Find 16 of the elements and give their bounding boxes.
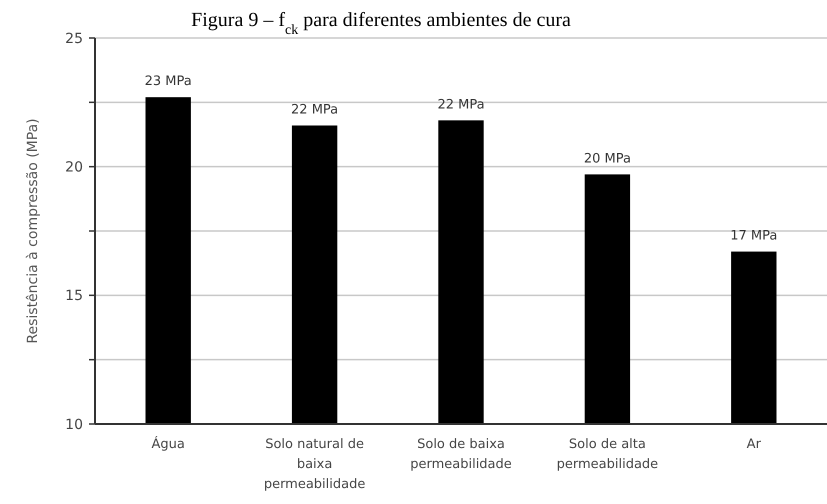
x-tick-label: Solo de alta permeabilidade — [556, 437, 658, 472]
data-label: 17 MPa — [730, 228, 778, 244]
y-tick-label: 15 — [65, 288, 83, 304]
x-tick-label: Solo natural de baixa permeabilidade — [264, 437, 366, 492]
data-label: 22 MPa — [437, 97, 485, 112]
data-label: 20 MPa — [584, 151, 631, 166]
data-label: 22 MPa — [291, 102, 338, 118]
y-tick-label: 25 — [65, 30, 83, 47]
data-label: 23 MPa — [144, 74, 192, 90]
x-tick-label: Ar — [746, 437, 762, 452]
y-axis-title: Resistência à compressão (MPa) — [25, 118, 41, 344]
x-tick-label: Água — [152, 435, 185, 452]
y-tick-label: 10 — [65, 416, 83, 433]
x-tick-label: Solo de baixa permeabilidade — [410, 437, 512, 472]
chart-title: Figura 9 – f$_{ck}$ para diferentes ambientes de cura — [191, 9, 571, 38]
y-tick-label: 20 — [65, 160, 83, 176]
